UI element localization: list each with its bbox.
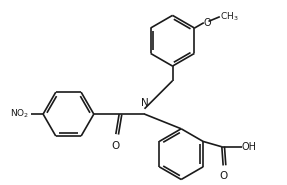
Text: NO$_2$: NO$_2$	[10, 108, 30, 120]
Text: OH: OH	[242, 142, 257, 152]
Text: O: O	[204, 18, 212, 28]
Text: O: O	[112, 142, 120, 152]
Text: CH$_3$: CH$_3$	[220, 11, 238, 23]
Text: O: O	[219, 171, 227, 181]
Text: N: N	[141, 98, 148, 108]
